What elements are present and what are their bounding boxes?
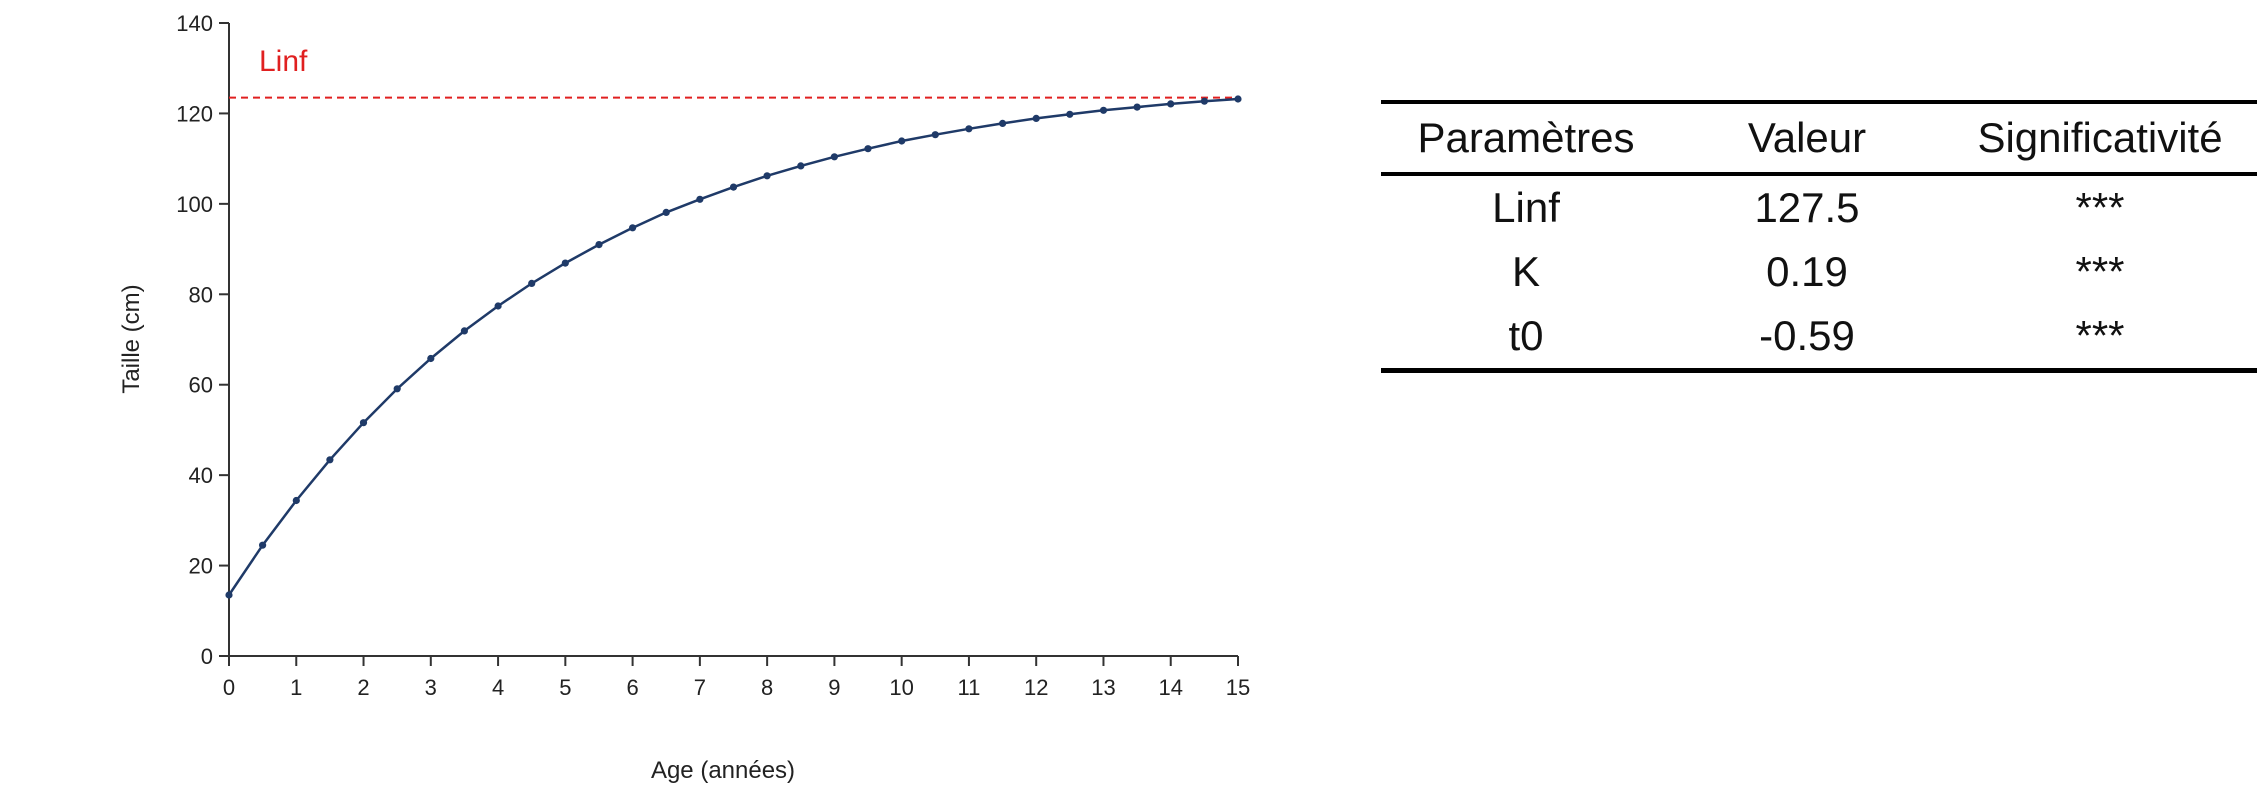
table-header-row: Paramètres Valeur Significativité xyxy=(1381,102,2257,174)
data-point xyxy=(561,259,569,267)
x-tick-label: 2 xyxy=(357,675,369,700)
x-tick-label: 6 xyxy=(626,675,638,700)
param-name: Linf xyxy=(1492,184,1560,231)
data-point xyxy=(898,137,906,145)
data-point xyxy=(259,541,267,549)
param-value: 127.5 xyxy=(1754,184,1860,231)
x-axis-title: Age (années) xyxy=(651,757,795,784)
x-tick-label: 14 xyxy=(1158,675,1182,700)
y-tick-label: 140 xyxy=(176,11,213,36)
y-tick-label: 40 xyxy=(189,463,213,488)
x-axis: 0 1 2 3 4 5 6 7 8 9 10 11 12 13 14 15 xyxy=(223,655,1250,700)
data-point xyxy=(763,172,771,180)
x-tick-label: 3 xyxy=(425,675,437,700)
data-point xyxy=(629,224,637,232)
data-point xyxy=(292,496,300,505)
x-tick-label: 0 xyxy=(223,675,235,700)
y-tick-label: 80 xyxy=(189,282,213,307)
header-valeur: Valeur xyxy=(1747,114,1867,161)
table-row: t0 -0.59 *** xyxy=(1381,304,2257,371)
data-point xyxy=(1032,114,1040,122)
linf-label: Linf xyxy=(259,45,308,78)
data-point xyxy=(359,419,368,427)
param-significance: *** xyxy=(2075,312,2125,359)
data-point xyxy=(830,153,839,161)
param-value: -0.59 xyxy=(1759,312,1855,359)
data-point xyxy=(1234,95,1242,103)
y-axis: 0 20 40 60 80 100 120 140 xyxy=(176,11,230,669)
data-point xyxy=(595,241,603,249)
growth-line xyxy=(227,97,1239,596)
data-point xyxy=(1133,103,1141,111)
y-axis-title: Taille (cm) xyxy=(118,284,145,393)
x-tick-label: 4 xyxy=(492,675,504,700)
data-point xyxy=(225,591,233,599)
data-point xyxy=(494,302,502,310)
param-significance: *** xyxy=(2075,248,2125,295)
data-point xyxy=(797,162,805,170)
y-tick-label: 120 xyxy=(176,101,213,126)
table-row: Linf 127.5 *** xyxy=(1381,174,2257,240)
param-name: K xyxy=(1511,248,1540,295)
data-point xyxy=(326,456,334,464)
x-tick-label: 1 xyxy=(290,675,302,700)
y-tick-label: 20 xyxy=(189,554,213,579)
data-point xyxy=(965,125,973,133)
y-tick-label: 100 xyxy=(176,192,213,217)
x-tick-label: 10 xyxy=(889,675,913,700)
x-tick-label: 5 xyxy=(559,675,571,700)
linf-reference: Linf xyxy=(229,45,1238,99)
data-point xyxy=(1167,100,1175,108)
data-point xyxy=(1066,110,1074,118)
data-point xyxy=(999,119,1007,127)
data-point xyxy=(662,208,670,216)
data-point xyxy=(528,279,536,287)
x-tick-label: 15 xyxy=(1226,675,1250,700)
growth-series xyxy=(225,95,1242,599)
data-point xyxy=(931,131,939,139)
data-point xyxy=(1200,97,1208,105)
y-tick-label: 0 xyxy=(201,644,213,669)
x-tick-label: 7 xyxy=(694,675,706,700)
param-value: 0.19 xyxy=(1766,248,1848,295)
y-tick-label: 60 xyxy=(189,373,213,398)
x-tick-label: 11 xyxy=(958,675,981,700)
data-point xyxy=(393,385,401,393)
data-point xyxy=(729,183,738,191)
data-point xyxy=(864,145,872,153)
data-point xyxy=(460,327,468,335)
table-row: K 0.19 *** xyxy=(1381,240,2257,304)
param-significance: *** xyxy=(2075,184,2125,231)
x-tick-label: 12 xyxy=(1024,675,1048,700)
parameters-table: Paramètres Valeur Significativité Linf 1… xyxy=(1381,100,2257,373)
x-tick-label: 8 xyxy=(761,675,773,700)
param-name: t0 xyxy=(1508,312,1544,359)
x-tick-label: 13 xyxy=(1091,675,1115,700)
data-point xyxy=(427,354,435,363)
data-point xyxy=(1099,106,1108,114)
x-tick-label: 9 xyxy=(828,675,840,700)
data-point xyxy=(696,195,704,203)
header-parametres: Paramètres xyxy=(1417,114,1635,161)
header-significativite: Significativité xyxy=(1977,114,2223,161)
